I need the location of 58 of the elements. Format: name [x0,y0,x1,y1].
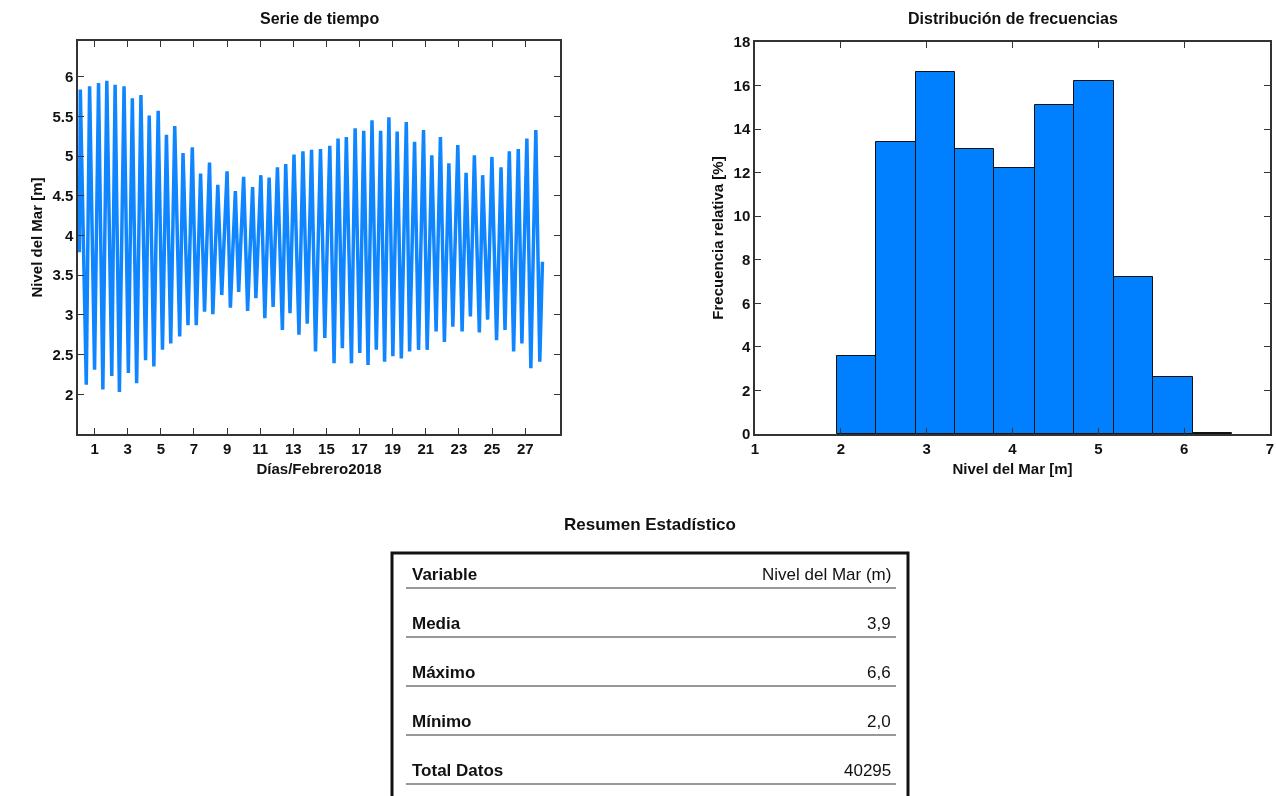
y-tick-label: 5 [64,147,74,165]
y-tick-label: 4 [741,338,751,356]
y-axis-title: Nivel del Mar [m] [28,177,46,298]
x-tick-label: 17 [351,439,368,457]
text: Resumen Estadístico [564,515,736,534]
x-tick-label: 2 [836,439,845,457]
category-label: Mínimo [412,712,472,731]
text: 6,6 [867,663,891,682]
y-tick-label: 8 [741,251,751,269]
x-tick-label: 4 [1008,439,1018,457]
text: Nivel del Mar (m) [762,565,892,584]
x-tick-label: 21 [417,439,435,457]
y-tick-label: 3 [64,306,74,324]
x-tick-label: 5 [1094,439,1103,457]
y-tick-label: 6 [64,67,74,85]
x-tick-label: 7 [1265,439,1275,457]
x-tick-label: 11 [252,439,269,457]
chart-title: Distribución de frecuencias [908,10,1118,27]
category-label: Total Datos [412,761,504,780]
y-tick-label: 5.5 [52,107,74,125]
y-tick-label: 0 [741,425,751,443]
x-tick-label: 23 [450,439,468,457]
y-tick-label: 6 [741,294,751,312]
text: 3,9 [867,614,891,633]
y-tick-label: 12 [733,163,751,181]
category-label: Variable [412,565,478,584]
x-tick-label: 1 [750,439,760,457]
text: 2,0 [867,712,891,731]
y-tick-label: 18 [733,33,751,51]
x-tick-label: 27 [516,439,534,457]
category-label: Media [412,614,461,633]
x-tick-label: 5 [156,439,165,457]
y-axis-title: Frecuencia relativa [%] [709,156,727,320]
x-tick-label: 25 [483,439,501,457]
line-series [78,78,545,394]
chart-title: Serie de tiempo [260,10,380,27]
x-tick-label: 19 [384,439,402,457]
x-tick-label: 7 [189,439,199,457]
category-label: Máximo [412,663,476,682]
y-tick-label: 3.5 [52,266,74,284]
x-tick-label: 13 [284,439,302,457]
y-tick-label: 14 [733,120,751,138]
y-tick-label: 2.5 [52,345,74,363]
x-axis-title: Días/Febrero2018 [256,460,382,478]
x-tick-label: 3 [922,439,931,457]
x-tick-label: 3 [123,439,132,457]
text: 40295 [844,761,892,780]
x-tick-label: 9 [222,439,232,457]
y-tick-label: 2 [741,381,751,399]
y-tick-label: 16 [733,76,751,94]
x-axis-title: Nivel del Mar [m] [952,460,1073,478]
x-tick-label: 1 [90,439,99,457]
x-tick-label: 15 [318,439,335,457]
x-tick-label: 6 [1180,439,1189,457]
y-tick-label: 2 [64,385,74,403]
y-tick-label: 4.5 [52,187,74,205]
y-tick-label: 4 [64,226,74,244]
y-tick-label: 10 [733,207,751,225]
